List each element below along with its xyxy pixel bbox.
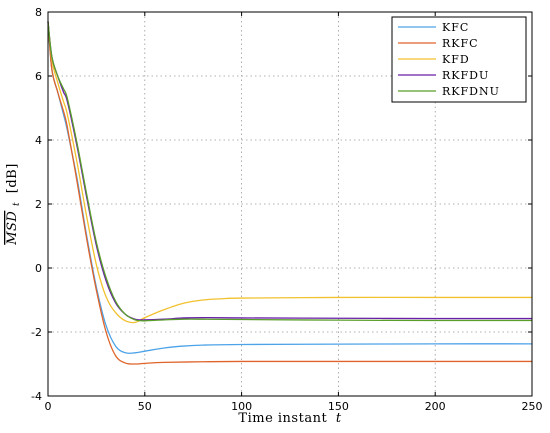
legend-label-rkfdnu: RKFDNU	[442, 85, 500, 98]
x-tick-label: 150	[328, 400, 349, 413]
x-axis-label-text: Time instant	[238, 411, 327, 426]
y-axis-label: MSD t [dB]	[5, 163, 23, 246]
legend-label-kfd: KFD	[442, 53, 470, 66]
legend-label-kfc: KFC	[442, 21, 469, 34]
legend-label-rkfc: RKFC	[442, 37, 479, 50]
series-lines	[47, 21, 533, 365]
x-tick-label: 0	[45, 400, 52, 413]
y-axis-label-sub: t	[12, 202, 22, 206]
y-tick-label: 8	[35, 6, 42, 19]
y-tick-label: 6	[35, 70, 42, 83]
x-tick-label: 250	[522, 400, 543, 413]
y-tick-label: 4	[35, 134, 42, 147]
x-tick-label: 100	[231, 400, 252, 413]
series-line-rkfdnu	[47, 21, 533, 322]
x-tick-label: 50	[138, 400, 152, 413]
y-tick-label: 2	[35, 198, 42, 211]
x-axis-label: Time instant t	[238, 411, 341, 426]
y-axis-label-unit: [dB]	[5, 163, 20, 193]
series-line-kfc	[47, 21, 533, 354]
x-axis-label-var: t	[336, 411, 342, 426]
series-line-kfd	[47, 21, 532, 324]
y-tick-label: -4	[31, 390, 42, 403]
y-axis-label-text: MSD	[5, 211, 20, 246]
tick-labels: 0 50 100 150 200 250 -4 -2 0 2 4 6 8	[31, 6, 542, 413]
legend-label-rkfdu: RKFDU	[442, 69, 489, 82]
series-line-rkfc	[47, 21, 532, 365]
legend: KFC RKFC KFD RKFDU RKFDNU	[391, 16, 527, 103]
y-tick-label: -2	[31, 326, 42, 339]
x-tick-label: 200	[425, 400, 446, 413]
y-tick-label: 0	[35, 262, 42, 275]
axis-ticks	[47, 11, 533, 397]
